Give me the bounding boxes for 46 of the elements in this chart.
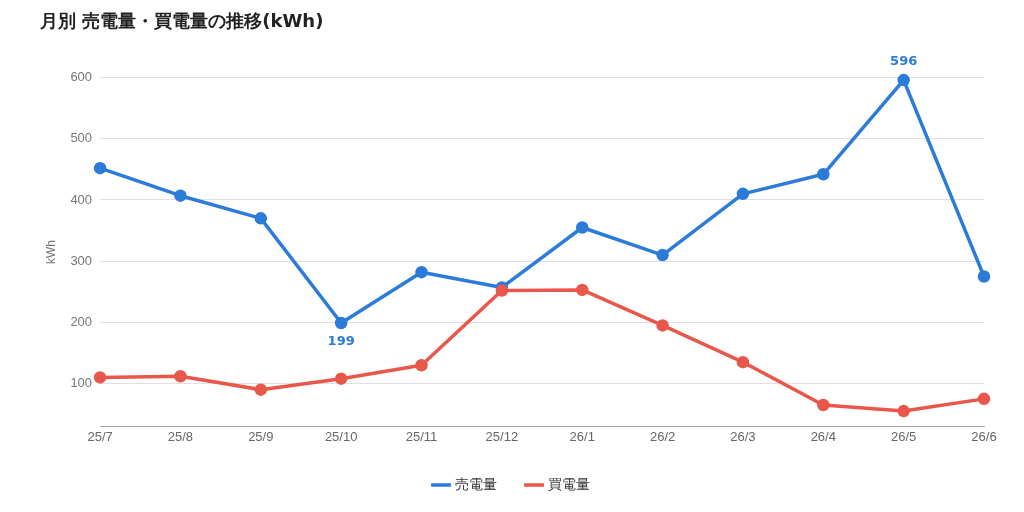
x-tick-label: 26/6: [971, 428, 997, 444]
legend-label: 売電量: [455, 475, 497, 492]
point: [656, 248, 669, 262]
y-tick-label: 300: [70, 252, 93, 268]
point: [977, 392, 991, 406]
point: [736, 187, 750, 201]
y-tick-label: 600: [70, 69, 93, 85]
x-tick-label: 26/2: [649, 428, 676, 444]
x-tick-label: 26/5: [890, 428, 917, 444]
x-tick-label: 25/7: [87, 428, 113, 444]
point: [174, 369, 187, 383]
point: [817, 168, 830, 181]
x-tick-label: 25/12: [485, 428, 519, 444]
x-tick-label: 25/8: [167, 428, 194, 444]
chart-title: 月別 売電量・買電量の推移(kWh): [39, 10, 324, 32]
point: [897, 73, 910, 87]
point: [254, 212, 268, 225]
point: [415, 265, 428, 279]
point: [174, 189, 187, 202]
x-tick-label: 25/11: [405, 428, 438, 444]
point: [415, 358, 428, 372]
legend-label: 買電量: [548, 475, 590, 492]
x-tick-label: 25/10: [324, 428, 358, 444]
point: [93, 371, 107, 384]
data-label: 596: [890, 52, 918, 68]
point: [575, 283, 589, 297]
point: [334, 316, 348, 330]
x-tick-label: 26/3: [730, 428, 756, 444]
point: [977, 270, 991, 283]
x-tick-label: 25/9: [248, 428, 274, 444]
y-tick-label: 200: [70, 313, 93, 329]
point: [897, 404, 910, 418]
point: [254, 383, 268, 396]
y-tick-label: 400: [70, 191, 93, 207]
point: [656, 319, 669, 332]
y-tick-label: 100: [70, 375, 93, 391]
point: [817, 398, 830, 412]
x-tick-label: 26/1: [569, 428, 595, 444]
point: [334, 372, 348, 385]
point: [93, 161, 107, 175]
point: [575, 221, 589, 234]
y-axis-title: kWh: [43, 240, 58, 264]
data-label: 199: [327, 332, 355, 348]
point: [736, 355, 750, 369]
y-tick-label: 500: [70, 130, 93, 146]
x-tick-label: 26/4: [810, 428, 836, 444]
